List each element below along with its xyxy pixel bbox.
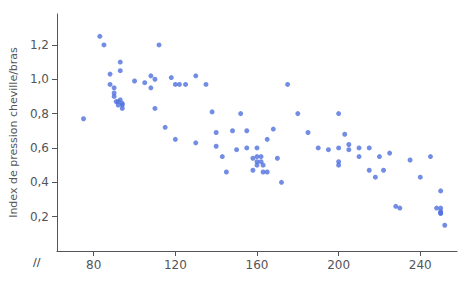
svg-text:1,2: 1,2 <box>30 38 49 52</box>
svg-text:160: 160 <box>246 258 269 272</box>
svg-text://: // <box>33 256 41 269</box>
svg-text:0,6: 0,6 <box>30 141 49 155</box>
svg-text:240: 240 <box>409 258 432 272</box>
svg-text:0,4: 0,4 <box>30 175 49 189</box>
svg-text:1,0: 1,0 <box>30 72 49 86</box>
svg-text:200: 200 <box>327 258 350 272</box>
svg-text:0,2: 0,2 <box>30 210 49 224</box>
svg-text:120: 120 <box>164 258 187 272</box>
svg-text:0,8: 0,8 <box>30 107 49 121</box>
svg-text:80: 80 <box>86 258 101 272</box>
svg-text:Index de pression cheville/bra: Index de pression cheville/bras <box>7 47 20 218</box>
